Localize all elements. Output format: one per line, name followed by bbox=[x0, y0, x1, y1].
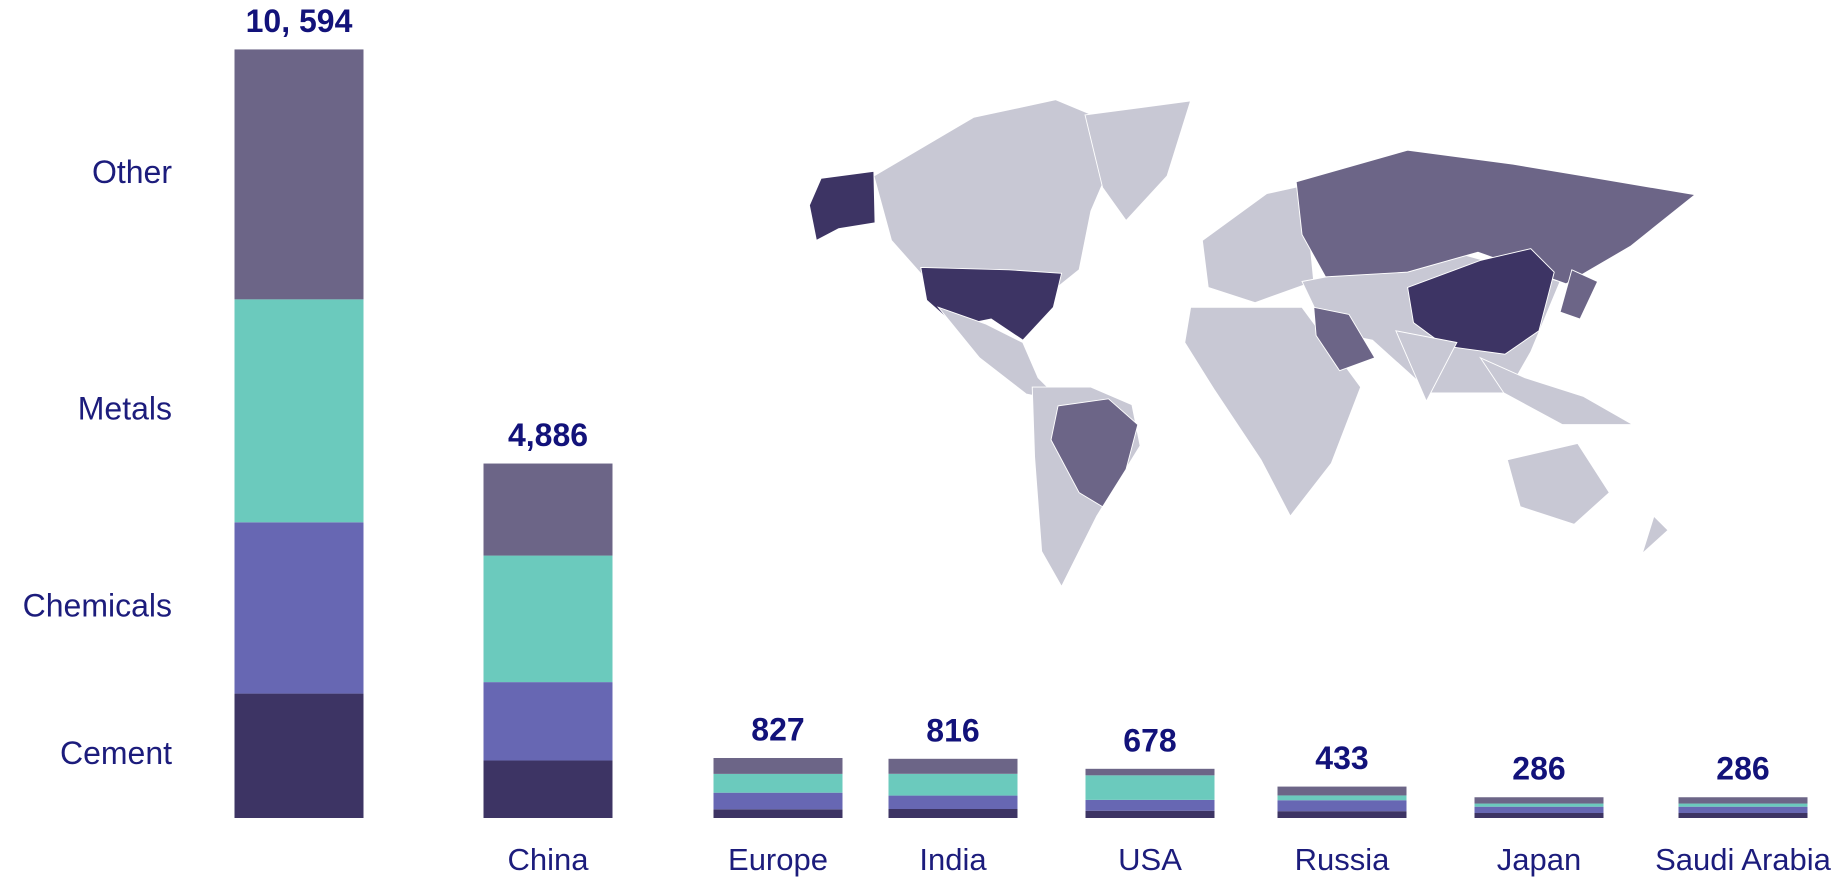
bar-segment bbox=[1678, 803, 1808, 807]
total-label: 678 bbox=[1123, 722, 1176, 758]
x-tick-label: Europe bbox=[728, 842, 828, 877]
legend-label: Chemicals bbox=[23, 587, 172, 623]
x-tick-label: Saudi Arabia bbox=[1655, 842, 1832, 877]
bar-segment bbox=[234, 49, 364, 300]
china bbox=[1407, 248, 1555, 355]
x-tick-label: Russia bbox=[1295, 842, 1391, 877]
new-zealand bbox=[1641, 515, 1669, 556]
europe bbox=[1201, 184, 1315, 304]
bar-segment bbox=[1474, 812, 1604, 818]
total-label: 286 bbox=[1512, 751, 1565, 787]
bar-segment bbox=[713, 809, 843, 818]
x-tick-label: Japan bbox=[1497, 842, 1581, 877]
india bbox=[1395, 330, 1458, 403]
total-label: 827 bbox=[751, 711, 804, 747]
bar-segment bbox=[483, 682, 613, 761]
bar-segment bbox=[1474, 806, 1604, 813]
bar-segment bbox=[234, 693, 364, 818]
japan bbox=[1559, 269, 1599, 320]
bar-segment bbox=[1678, 812, 1808, 818]
bar-segment bbox=[888, 773, 1018, 796]
total-label: 4,886 bbox=[508, 417, 588, 453]
bar-segment bbox=[888, 758, 1018, 774]
bar-segment bbox=[1474, 803, 1604, 807]
bar-segment bbox=[1085, 775, 1215, 800]
bar-segment bbox=[1277, 786, 1407, 796]
total-label: 286 bbox=[1716, 751, 1769, 787]
bar-segment bbox=[1678, 797, 1808, 804]
x-tick-label: China bbox=[508, 842, 590, 877]
north-america bbox=[873, 99, 1127, 308]
bar-segment bbox=[713, 773, 843, 793]
alaska bbox=[808, 170, 876, 242]
bar-segment bbox=[888, 795, 1018, 810]
bar-segment bbox=[713, 792, 843, 810]
greenland bbox=[1084, 100, 1192, 222]
bar-segment bbox=[888, 809, 1018, 818]
brazil bbox=[1050, 398, 1139, 508]
world-map bbox=[808, 99, 1697, 588]
bar-segment bbox=[1085, 799, 1215, 811]
legend-label: Other bbox=[92, 154, 172, 190]
legend-label: Metals bbox=[78, 390, 172, 426]
bar-segment bbox=[483, 760, 613, 818]
bar-segment bbox=[1277, 800, 1407, 812]
bar-segment bbox=[234, 522, 364, 694]
bar-segment bbox=[1474, 797, 1604, 804]
russia bbox=[1295, 149, 1697, 285]
bar-segment bbox=[483, 463, 613, 556]
legend-label: Cement bbox=[60, 735, 172, 771]
bar-segment bbox=[1085, 768, 1215, 776]
southeast-asia bbox=[1479, 356, 1635, 426]
total-label: 433 bbox=[1315, 740, 1368, 776]
x-tick-label: India bbox=[919, 842, 987, 877]
bar-segment bbox=[1277, 795, 1407, 801]
saudi-arabia bbox=[1313, 306, 1376, 372]
x-tick-label: USA bbox=[1118, 842, 1182, 877]
total-label: 816 bbox=[926, 712, 979, 748]
bar-segment bbox=[1678, 806, 1808, 813]
bar-segment bbox=[483, 555, 613, 683]
bar-segment bbox=[1277, 811, 1407, 818]
bar-segment bbox=[713, 758, 843, 774]
australia bbox=[1506, 442, 1610, 525]
bar-segment bbox=[1085, 810, 1215, 818]
bar-segment bbox=[234, 299, 364, 523]
total-label: 10, 594 bbox=[246, 3, 353, 39]
